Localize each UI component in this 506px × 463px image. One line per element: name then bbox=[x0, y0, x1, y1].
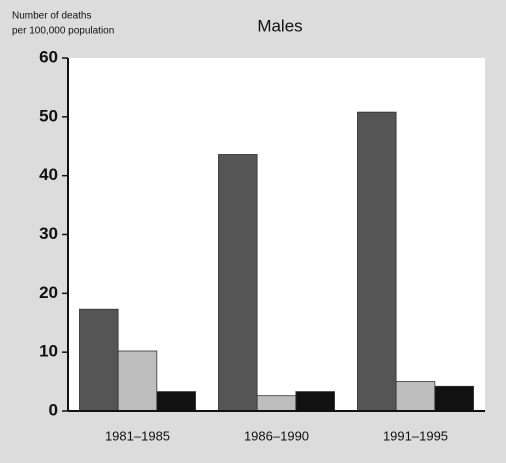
chart-title: Males bbox=[257, 16, 302, 35]
y-tick-label: 20 bbox=[39, 283, 58, 302]
bar bbox=[117, 350, 158, 412]
bar bbox=[256, 395, 297, 412]
y-tick-label: 50 bbox=[39, 106, 58, 125]
x-tick-label: 1991–1995 bbox=[383, 428, 448, 443]
bar bbox=[156, 391, 196, 412]
y-tick-label: 10 bbox=[39, 342, 58, 361]
bar bbox=[218, 154, 258, 412]
y-tick-label: 0 bbox=[49, 400, 58, 419]
y-tick-label: 40 bbox=[39, 165, 58, 184]
x-tick-label: 1986–1990 bbox=[244, 428, 309, 443]
bar bbox=[295, 391, 335, 412]
y-tick-label: 60 bbox=[39, 47, 58, 66]
bar bbox=[79, 308, 119, 412]
x-tick-label: 1981–1985 bbox=[105, 428, 170, 443]
y-axis-label: per 100,000 population bbox=[12, 26, 114, 37]
y-axis-label: Number of deaths bbox=[12, 11, 92, 22]
bar bbox=[357, 111, 397, 412]
y-tick-label: 30 bbox=[39, 224, 58, 243]
bar bbox=[434, 385, 474, 412]
bar bbox=[395, 381, 436, 412]
